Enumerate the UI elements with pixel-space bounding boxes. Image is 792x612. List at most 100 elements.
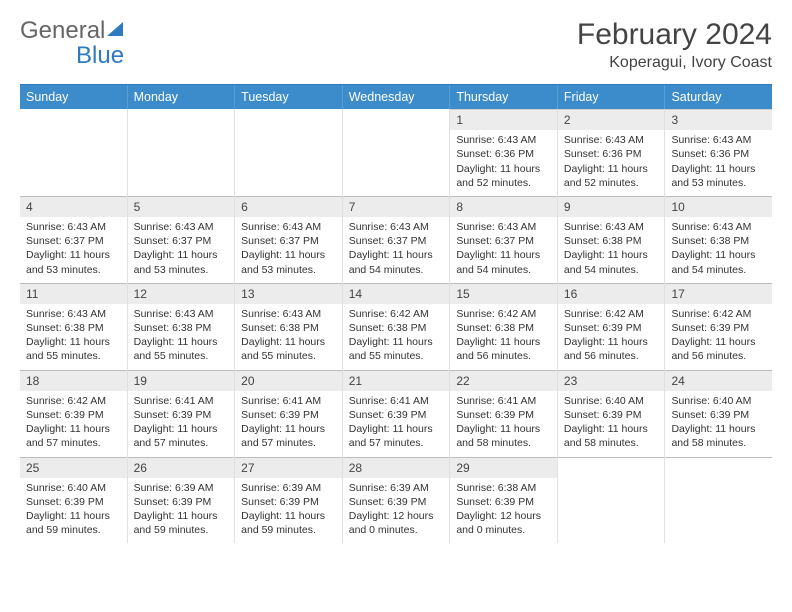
day-body: Sunrise: 6:40 AMSunset: 6:39 PMDaylight:…: [20, 478, 127, 544]
day-number: 20: [235, 370, 342, 391]
sunrise-text: Sunrise: 6:43 AM: [241, 220, 336, 234]
day-body: Sunrise: 6:42 AMSunset: 6:39 PMDaylight:…: [558, 304, 665, 370]
day-number: 24: [665, 370, 772, 391]
daylight-text: Daylight: 11 hours and 53 minutes.: [26, 248, 121, 276]
sunrise-text: Sunrise: 6:42 AM: [671, 307, 766, 321]
day-cell: 27Sunrise: 6:39 AMSunset: 6:39 PMDayligh…: [235, 457, 343, 544]
day-body: Sunrise: 6:40 AMSunset: 6:39 PMDaylight:…: [558, 391, 665, 457]
day-of-week-row: SundayMondayTuesdayWednesdayThursdayFrid…: [20, 85, 772, 109]
day-number: 2: [558, 109, 665, 130]
day-number: 16: [558, 283, 665, 304]
day-number: 26: [128, 457, 235, 478]
sunset-text: Sunset: 6:39 PM: [134, 495, 229, 509]
sunrise-text: Sunrise: 6:43 AM: [456, 220, 551, 234]
sunset-text: Sunset: 6:38 PM: [456, 321, 551, 335]
day-number: 15: [450, 283, 557, 304]
title-block: February 2024 Koperagui, Ivory Coast: [577, 18, 772, 72]
day-body: Sunrise: 6:43 AMSunset: 6:37 PMDaylight:…: [235, 217, 342, 283]
day-number: 3: [665, 109, 772, 130]
day-cell: 10Sunrise: 6:43 AMSunset: 6:38 PMDayligh…: [665, 196, 772, 283]
day-body: Sunrise: 6:43 AMSunset: 6:36 PMDaylight:…: [450, 130, 557, 196]
dow-cell: Thursday: [449, 85, 557, 109]
day-body: Sunrise: 6:42 AMSunset: 6:38 PMDaylight:…: [450, 304, 557, 370]
sunrise-text: Sunrise: 6:41 AM: [349, 394, 444, 408]
day-body: Sunrise: 6:43 AMSunset: 6:37 PMDaylight:…: [20, 217, 127, 283]
daylight-text: Daylight: 11 hours and 54 minutes.: [456, 248, 551, 276]
sunrise-text: Sunrise: 6:41 AM: [134, 394, 229, 408]
daylight-text: Daylight: 11 hours and 58 minutes.: [671, 422, 766, 450]
sunrise-text: Sunrise: 6:41 AM: [241, 394, 336, 408]
dow-cell: Tuesday: [234, 85, 342, 109]
sunrise-text: Sunrise: 6:38 AM: [456, 481, 551, 495]
sunrise-text: Sunrise: 6:39 AM: [349, 481, 444, 495]
day-body: Sunrise: 6:38 AMSunset: 6:39 PMDaylight:…: [450, 478, 557, 544]
day-cell: [20, 109, 128, 196]
day-body: [343, 114, 450, 123]
triangle-icon: [107, 22, 123, 36]
sunset-text: Sunset: 6:37 PM: [456, 234, 551, 248]
day-number: 13: [235, 283, 342, 304]
sunrise-text: Sunrise: 6:43 AM: [349, 220, 444, 234]
day-number: 23: [558, 370, 665, 391]
daylight-text: Daylight: 11 hours and 52 minutes.: [564, 162, 659, 190]
day-number: 9: [558, 196, 665, 217]
sunrise-text: Sunrise: 6:40 AM: [26, 481, 121, 495]
sunset-text: Sunset: 6:39 PM: [26, 495, 121, 509]
day-number: 12: [128, 283, 235, 304]
daylight-text: Daylight: 11 hours and 58 minutes.: [564, 422, 659, 450]
day-body: Sunrise: 6:43 AMSunset: 6:38 PMDaylight:…: [665, 217, 772, 283]
daylight-text: Daylight: 11 hours and 55 minutes.: [241, 335, 336, 363]
day-cell: 5Sunrise: 6:43 AMSunset: 6:37 PMDaylight…: [128, 196, 236, 283]
sunset-text: Sunset: 6:36 PM: [671, 147, 766, 161]
sunrise-text: Sunrise: 6:43 AM: [134, 220, 229, 234]
day-number: 22: [450, 370, 557, 391]
day-body: Sunrise: 6:43 AMSunset: 6:38 PMDaylight:…: [20, 304, 127, 370]
sunrise-text: Sunrise: 6:42 AM: [349, 307, 444, 321]
sunrise-text: Sunrise: 6:43 AM: [26, 220, 121, 234]
day-body: [665, 462, 772, 471]
day-cell: 7Sunrise: 6:43 AMSunset: 6:37 PMDaylight…: [343, 196, 451, 283]
daylight-text: Daylight: 11 hours and 55 minutes.: [349, 335, 444, 363]
day-cell: 20Sunrise: 6:41 AMSunset: 6:39 PMDayligh…: [235, 370, 343, 457]
daylight-text: Daylight: 11 hours and 57 minutes.: [349, 422, 444, 450]
sunset-text: Sunset: 6:39 PM: [241, 408, 336, 422]
header: GeneralBlue February 2024 Koperagui, Ivo…: [20, 18, 772, 72]
daylight-text: Daylight: 11 hours and 59 minutes.: [241, 509, 336, 537]
sunrise-text: Sunrise: 6:42 AM: [456, 307, 551, 321]
brand-logo: GeneralBlue: [20, 18, 125, 68]
week-row: 11Sunrise: 6:43 AMSunset: 6:38 PMDayligh…: [20, 283, 772, 370]
sunrise-text: Sunrise: 6:39 AM: [134, 481, 229, 495]
day-body: Sunrise: 6:41 AMSunset: 6:39 PMDaylight:…: [128, 391, 235, 457]
sunset-text: Sunset: 6:37 PM: [241, 234, 336, 248]
day-body: Sunrise: 6:42 AMSunset: 6:38 PMDaylight:…: [343, 304, 450, 370]
sunset-text: Sunset: 6:39 PM: [671, 321, 766, 335]
sunset-text: Sunset: 6:39 PM: [456, 495, 551, 509]
day-number: 11: [20, 283, 127, 304]
sunrise-text: Sunrise: 6:42 AM: [564, 307, 659, 321]
day-number: 6: [235, 196, 342, 217]
week-row: 18Sunrise: 6:42 AMSunset: 6:39 PMDayligh…: [20, 370, 772, 457]
month-title: February 2024: [577, 18, 772, 52]
daylight-text: Daylight: 11 hours and 59 minutes.: [134, 509, 229, 537]
day-body: [558, 462, 665, 471]
daylight-text: Daylight: 11 hours and 54 minutes.: [349, 248, 444, 276]
dow-cell: Wednesday: [342, 85, 450, 109]
day-cell: 24Sunrise: 6:40 AMSunset: 6:39 PMDayligh…: [665, 370, 772, 457]
day-body: Sunrise: 6:43 AMSunset: 6:38 PMDaylight:…: [235, 304, 342, 370]
daylight-text: Daylight: 12 hours and 0 minutes.: [349, 509, 444, 537]
daylight-text: Daylight: 11 hours and 59 minutes.: [26, 509, 121, 537]
daylight-text: Daylight: 11 hours and 53 minutes.: [241, 248, 336, 276]
sunrise-text: Sunrise: 6:41 AM: [456, 394, 551, 408]
location-label: Koperagui, Ivory Coast: [577, 54, 772, 72]
calendar: SundayMondayTuesdayWednesdayThursdayFrid…: [20, 84, 772, 543]
daylight-text: Daylight: 12 hours and 0 minutes.: [456, 509, 551, 537]
day-body: Sunrise: 6:43 AMSunset: 6:38 PMDaylight:…: [558, 217, 665, 283]
sunset-text: Sunset: 6:37 PM: [134, 234, 229, 248]
dow-cell: Friday: [557, 85, 665, 109]
sunset-text: Sunset: 6:38 PM: [564, 234, 659, 248]
day-body: Sunrise: 6:41 AMSunset: 6:39 PMDaylight:…: [450, 391, 557, 457]
week-row: 1Sunrise: 6:43 AMSunset: 6:36 PMDaylight…: [20, 109, 772, 196]
sunset-text: Sunset: 6:39 PM: [456, 408, 551, 422]
sunset-text: Sunset: 6:38 PM: [26, 321, 121, 335]
day-body: Sunrise: 6:43 AMSunset: 6:37 PMDaylight:…: [128, 217, 235, 283]
